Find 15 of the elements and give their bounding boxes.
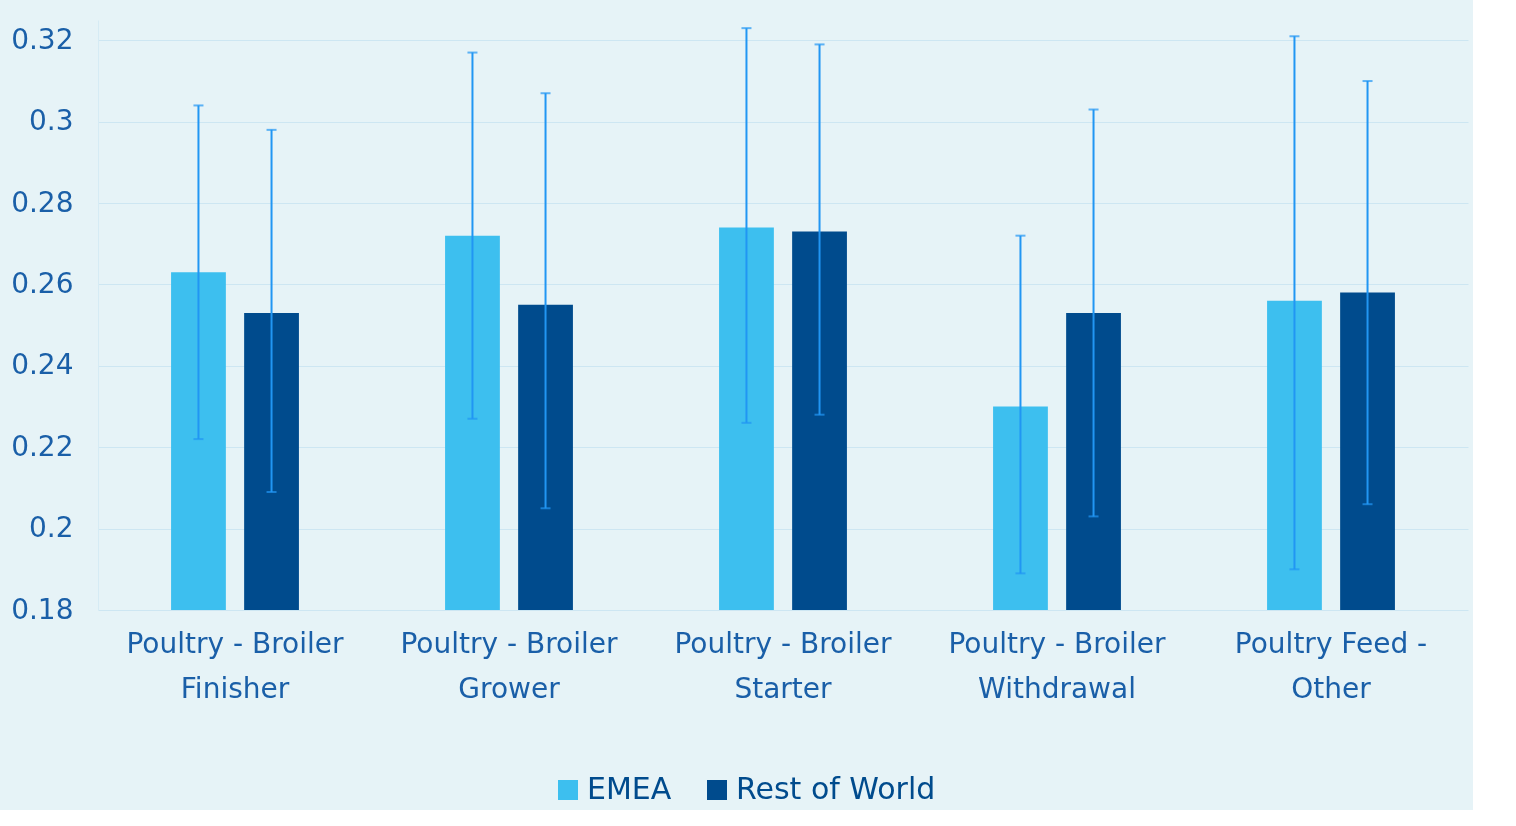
y-tick-label: 0.28 [11, 185, 74, 219]
y-tick-label: 0.3 [28, 104, 74, 138]
x-tick-label: Poultry - Broiler Finisher [126, 626, 345, 705]
y-tick-label: 0.2 [28, 511, 74, 545]
y-tick-label: 0.26 [11, 266, 74, 300]
y-tick-label: 0.32 [11, 22, 74, 56]
legend-label: EMEA [587, 771, 672, 806]
x-tick-label: Poultry - Broiler Starter [674, 626, 893, 705]
x-tick-label: Poultry - Broiler Grower [400, 626, 619, 705]
x-tick-label: Poultry - Broiler Withdrawal [948, 626, 1167, 705]
x-tick-label: Poultry Feed - Other [1234, 626, 1428, 705]
y-tick-label: 0.18 [11, 592, 74, 626]
legend-label: Rest of World [736, 771, 936, 806]
y-tick-label: 0.24 [11, 348, 74, 382]
y-tick-label: 0.22 [11, 429, 74, 463]
